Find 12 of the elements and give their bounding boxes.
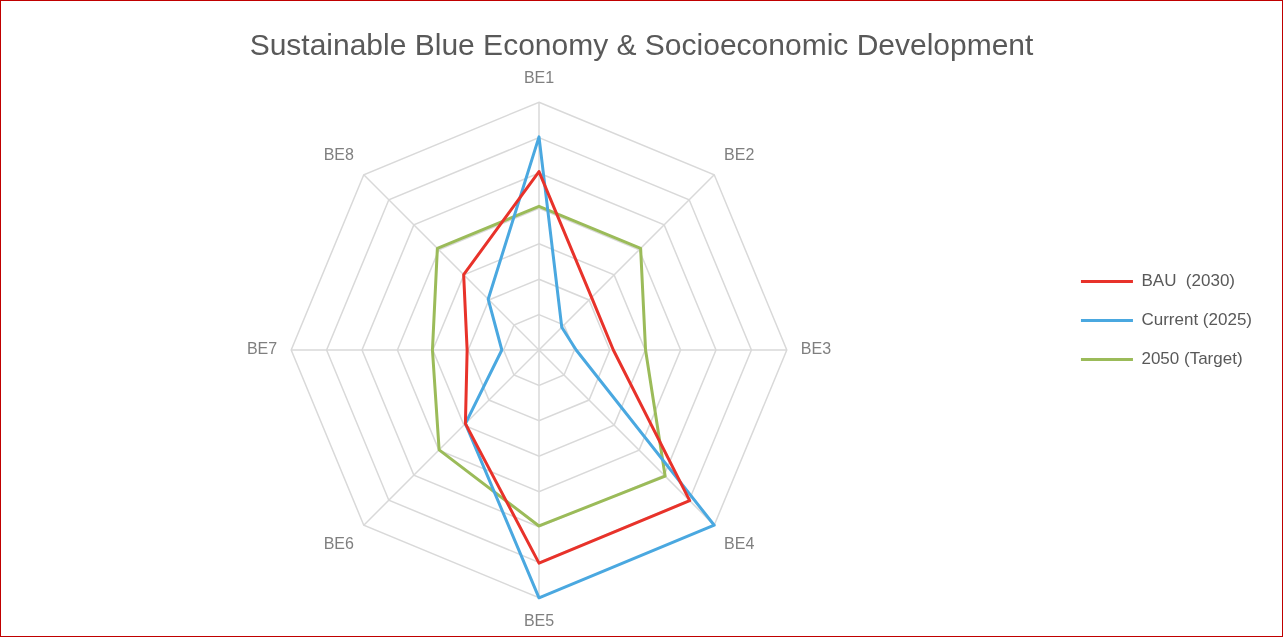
spoke-label: BE8 [323, 145, 354, 163]
chart-title: Sustainable Blue Economy & Socioeconomic Development [249, 28, 1035, 62]
legend-label: BAU (2030) [1141, 271, 1235, 291]
legend-label: Current (2025) [1141, 310, 1253, 330]
spoke-label: BE3 [800, 340, 832, 358]
spoke-label: BE1 [523, 69, 555, 87]
spoke-label: BE6 [323, 535, 354, 553]
spoke-label: BE5 [523, 611, 555, 629]
spoke-label: BE2 [724, 145, 755, 163]
legend-label: 2050 (Target) [1141, 349, 1243, 369]
spoke-label: BE4 [724, 535, 755, 553]
spoke-label: BE7 [246, 340, 278, 358]
